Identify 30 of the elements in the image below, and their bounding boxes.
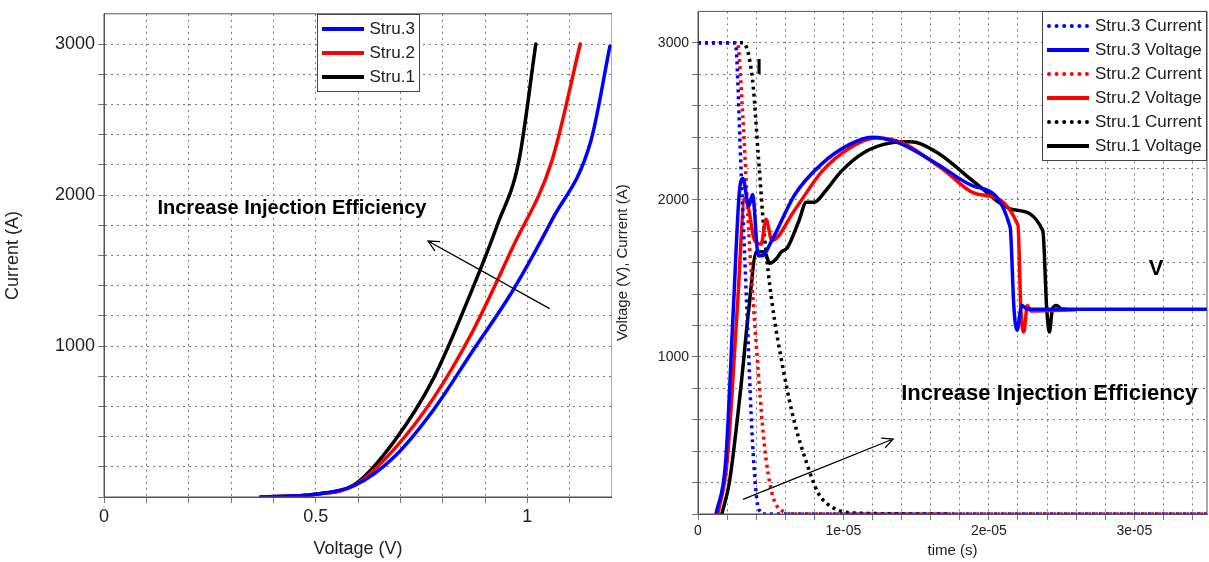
legend-label: Stru.2 Current	[1095, 64, 1202, 85]
x-tick-label: 3e-05	[1116, 522, 1153, 539]
x-tick-label: 0	[694, 522, 703, 539]
y-axis-title: Voltage (V), Current (A)	[613, 184, 631, 342]
annotation: I	[756, 53, 763, 80]
y-axis-title: Current (A)	[1, 210, 22, 300]
annotation: Increase Injection Efficiency	[157, 195, 427, 219]
x-tick-label: 0.5	[303, 505, 329, 526]
x-tick-label: 1e-05	[825, 522, 862, 539]
legend-label: Stru.3 Voltage	[1095, 40, 1202, 61]
x-axis-title: time (s)	[927, 541, 978, 559]
annotation: V	[1148, 254, 1164, 281]
x-tick-label: 1	[522, 505, 533, 526]
x-tick-label: 0	[98, 505, 110, 526]
y-tick-label: 3000	[657, 33, 690, 50]
y-tick-label: 2000	[54, 183, 95, 204]
legend-label: Stru.1 Voltage	[1095, 136, 1202, 157]
legend-label: Stru.2	[369, 42, 415, 63]
legend-label: Stru.3	[369, 18, 415, 39]
y-tick-label: 1000	[657, 347, 690, 364]
legend-label: Stru.1	[369, 66, 415, 87]
legend-label: Stru.3 Current	[1095, 16, 1202, 37]
x-tick-label: 2e-05	[970, 522, 1007, 539]
y-tick-label: 1000	[54, 334, 95, 355]
y-tick-label: 2000	[657, 190, 690, 207]
legend-label: Stru.1 Current	[1095, 112, 1202, 133]
y-tick-label: 3000	[54, 32, 95, 53]
legend-label: Stru.2 Voltage	[1095, 88, 1202, 109]
x-axis-title: Voltage (V)	[313, 538, 403, 559]
annotation: Increase Injection Efficiency	[901, 380, 1198, 407]
